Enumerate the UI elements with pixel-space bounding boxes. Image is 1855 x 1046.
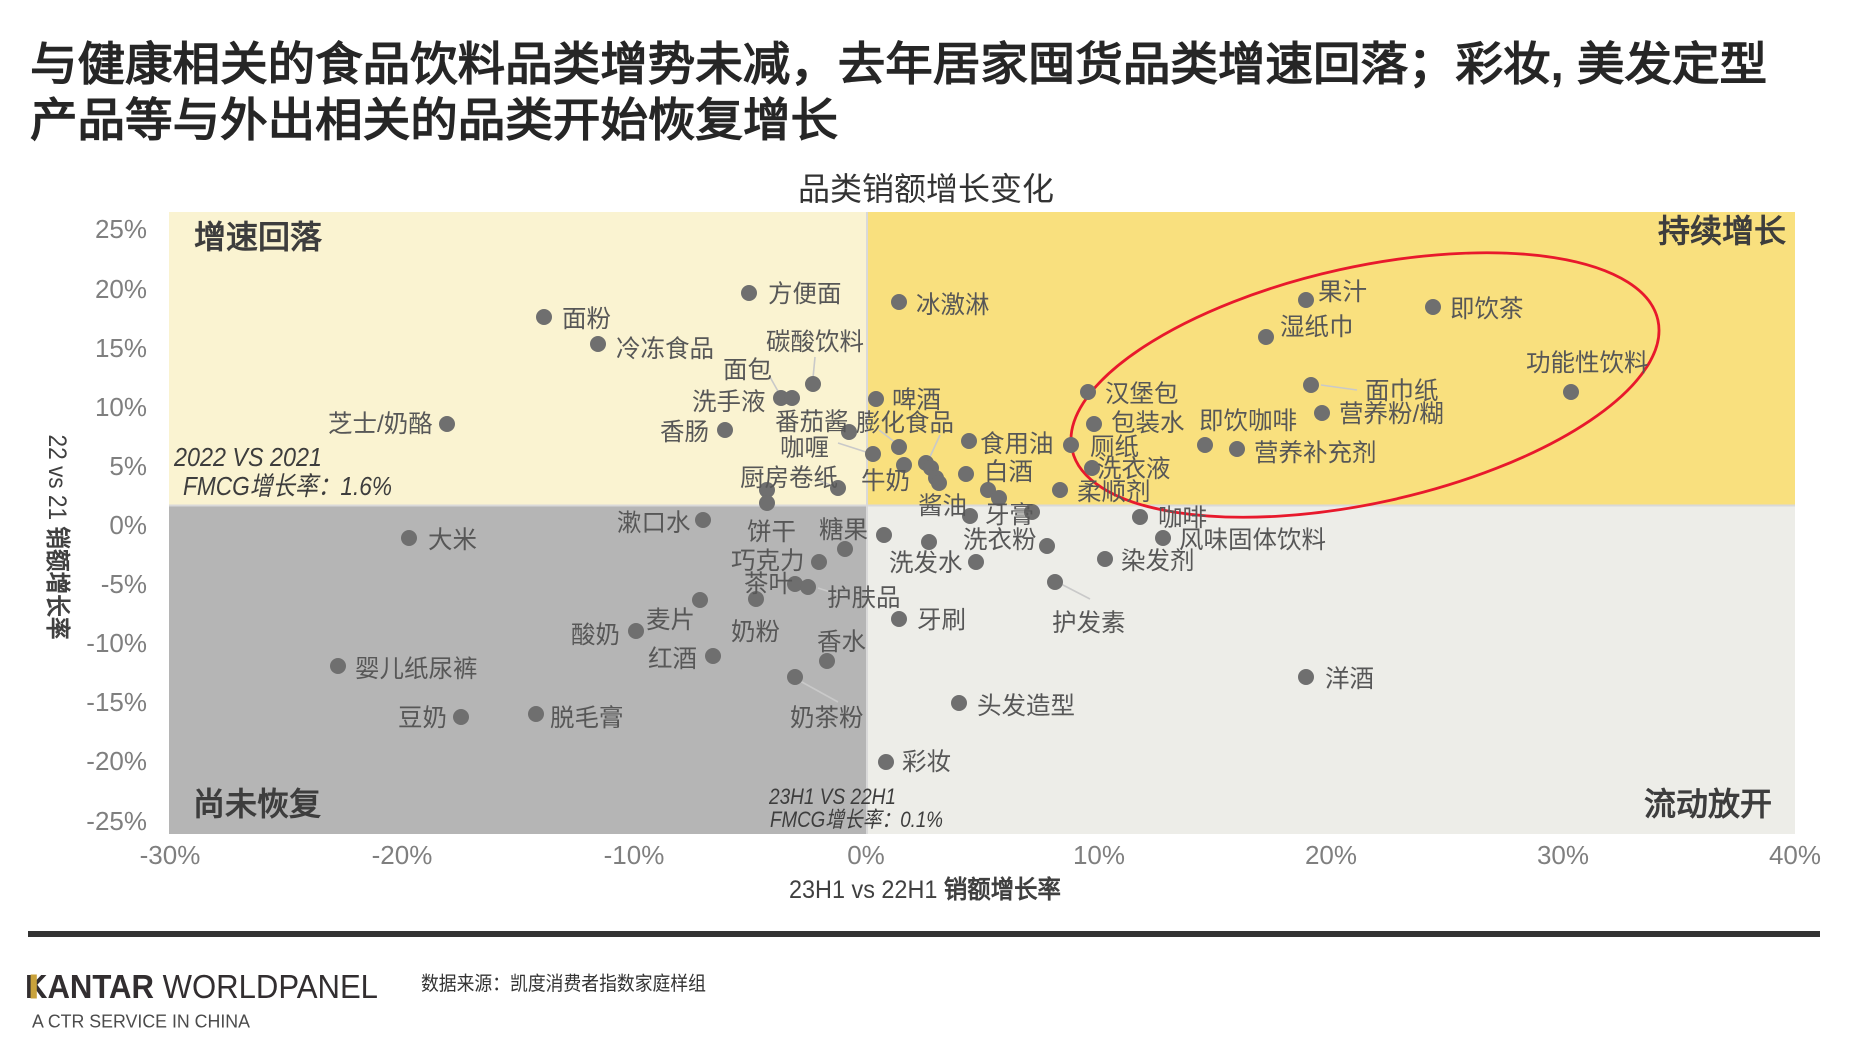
svg-text:-20%: -20% [372, 840, 433, 870]
svg-text:湿纸巾: 湿纸巾 [1280, 313, 1354, 341]
svg-text:15%: 15% [95, 333, 147, 363]
svg-text:方便面: 方便面 [768, 280, 842, 308]
svg-text:即饮茶: 即饮茶 [1450, 295, 1524, 323]
svg-text:牙刷: 牙刷 [917, 607, 966, 634]
svg-text:30%: 30% [1537, 840, 1589, 870]
svg-text:奶粉: 奶粉 [731, 618, 780, 646]
svg-text:食用油: 食用油 [980, 430, 1054, 458]
svg-text:面巾纸: 面巾纸 [1365, 377, 1439, 405]
svg-text:柔顺剂: 柔顺剂 [1077, 478, 1151, 506]
svg-text:10%: 10% [1073, 840, 1125, 870]
svg-text:洗手液: 洗手液 [692, 388, 766, 416]
svg-text:10%: 10% [95, 392, 147, 422]
svg-text:咖啡: 咖啡 [1158, 504, 1207, 532]
svg-text:护发素: 护发素 [1052, 609, 1126, 637]
svg-text:数据来源：凯度消费者指数家庭样组: 数据来源：凯度消费者指数家庭样组 [421, 973, 706, 995]
svg-text:营养补充剂: 营养补充剂 [1254, 439, 1377, 467]
svg-text:-15%: -15% [86, 687, 147, 717]
svg-text:豆奶: 豆奶 [398, 704, 447, 732]
svg-text:芝士/奶酪: 芝士/奶酪 [328, 410, 433, 438]
svg-text:果汁: 果汁 [1318, 278, 1367, 306]
svg-text:40%: 40% [1769, 840, 1821, 870]
svg-text:23H1 VS 22H1: 23H1 VS 22H1 [768, 784, 896, 809]
svg-text:麦片: 麦片 [646, 606, 695, 634]
svg-text:牛奶: 牛奶 [861, 467, 910, 495]
svg-text:-10%: -10% [86, 628, 147, 658]
svg-text:-25%: -25% [86, 806, 147, 836]
svg-text:染发剂: 染发剂 [1121, 547, 1195, 575]
svg-text:品类销额增长变化: 品类销额增长变化 [798, 171, 1054, 207]
svg-text:风味固体饮料: 风味固体饮料 [1179, 526, 1326, 554]
svg-text:-30%: -30% [140, 840, 201, 870]
svg-text:彩妆: 彩妆 [902, 748, 951, 776]
svg-text:饼干: 饼干 [747, 518, 796, 546]
svg-text:面包: 面包 [723, 356, 772, 384]
svg-text:脱毛膏: 脱毛膏 [550, 704, 624, 732]
svg-text:厕纸: 厕纸 [1090, 433, 1139, 461]
svg-text:漱口水: 漱口水 [617, 509, 691, 537]
svg-text:-10%: -10% [604, 840, 665, 870]
svg-text:持续增长: 持续增长 [1658, 213, 1786, 249]
svg-text:尚未恢复: 尚未恢复 [193, 786, 321, 822]
svg-text:A CTR SERVICE IN CHINA: A CTR SERVICE IN CHINA [32, 1012, 250, 1032]
svg-text:23H1 vs 22H1 销额增长率: 23H1 vs 22H1 销额增长率 [789, 875, 1061, 904]
svg-text:洗衣粉: 洗衣粉 [963, 526, 1037, 554]
svg-text:婴儿纸尿裤: 婴儿纸尿裤 [355, 655, 478, 683]
svg-text:面粉: 面粉 [562, 305, 611, 333]
svg-text:2022 VS 2021: 2022 VS 2021 [173, 442, 322, 472]
svg-text:白酒: 白酒 [984, 458, 1033, 486]
svg-text:咖喱: 咖喱 [780, 434, 829, 462]
svg-text:增速回落: 增速回落 [194, 219, 323, 255]
svg-text:奶茶粉: 奶茶粉 [790, 704, 864, 732]
svg-text:汉堡包: 汉堡包 [1105, 380, 1179, 408]
svg-text:-5%: -5% [101, 569, 147, 599]
svg-text:冷冻食品: 冷冻食品 [616, 335, 714, 363]
svg-text:香水: 香水 [817, 628, 866, 656]
svg-text:巧克力: 巧克力 [731, 547, 805, 575]
svg-text:FMCG增长率：1.6%: FMCG增长率：1.6% [183, 471, 392, 501]
svg-text:红酒: 红酒 [648, 645, 697, 673]
svg-text:20%: 20% [95, 274, 147, 304]
svg-text:0%: 0% [847, 840, 885, 870]
svg-text:25%: 25% [95, 214, 147, 244]
svg-text:5%: 5% [109, 451, 147, 481]
svg-text:护肤品: 护肤品 [827, 584, 901, 612]
svg-text:香肠: 香肠 [660, 418, 709, 446]
svg-text:啤酒: 啤酒 [892, 386, 941, 414]
svg-text:厨房卷纸: 厨房卷纸 [740, 464, 838, 492]
svg-text:0%: 0% [109, 510, 147, 540]
svg-text:20%: 20% [1305, 840, 1357, 870]
svg-text:-20%: -20% [86, 746, 147, 776]
svg-text:功能性饮料: 功能性饮料 [1526, 349, 1649, 377]
svg-text:营养粉/糊: 营养粉/糊 [1339, 400, 1444, 428]
svg-text:洋酒: 洋酒 [1325, 665, 1374, 693]
svg-text:FMCG增长率：0.1%: FMCG增长率：0.1% [770, 807, 943, 832]
svg-text:流动放开: 流动放开 [1644, 786, 1772, 822]
svg-text:KANTAR WORLDPANEL: KANTAR WORLDPANEL [25, 968, 378, 1005]
svg-text:碳酸饮料: 碳酸饮料 [766, 328, 864, 356]
svg-text:番茄酱: 番茄酱 [775, 408, 849, 436]
svg-text:冰激淋: 冰激淋 [916, 291, 990, 319]
svg-text:酸奶: 酸奶 [571, 621, 620, 649]
svg-text:产品等与外出相关的品类开始恢复增长: 产品等与外出相关的品类开始恢复增长 [30, 94, 838, 146]
svg-text:洗发水: 洗发水 [889, 549, 963, 577]
svg-text:即饮咖啡: 即饮咖啡 [1199, 407, 1297, 435]
svg-text:糖果: 糖果 [819, 516, 868, 544]
svg-text:22 vs 21 销额增长率: 22 vs 21 销额增长率 [43, 435, 72, 640]
svg-text:酱油: 酱油 [918, 492, 967, 520]
svg-text:头发造型: 头发造型 [977, 692, 1075, 720]
svg-text:茶叶: 茶叶 [744, 570, 793, 598]
svg-text:包装水: 包装水 [1111, 409, 1185, 437]
svg-text:与健康相关的食品饮料品类增势未减，去年居家囤货品类增速回落；: 与健康相关的食品饮料品类增势未减，去年居家囤货品类增速回落；彩妆, 美发定型 [30, 38, 1767, 90]
svg-text:洗衣液: 洗衣液 [1097, 455, 1171, 483]
svg-text:膨化食品: 膨化食品 [856, 409, 954, 437]
svg-text:牙膏: 牙膏 [985, 501, 1034, 529]
svg-text:大米: 大米 [428, 526, 477, 554]
